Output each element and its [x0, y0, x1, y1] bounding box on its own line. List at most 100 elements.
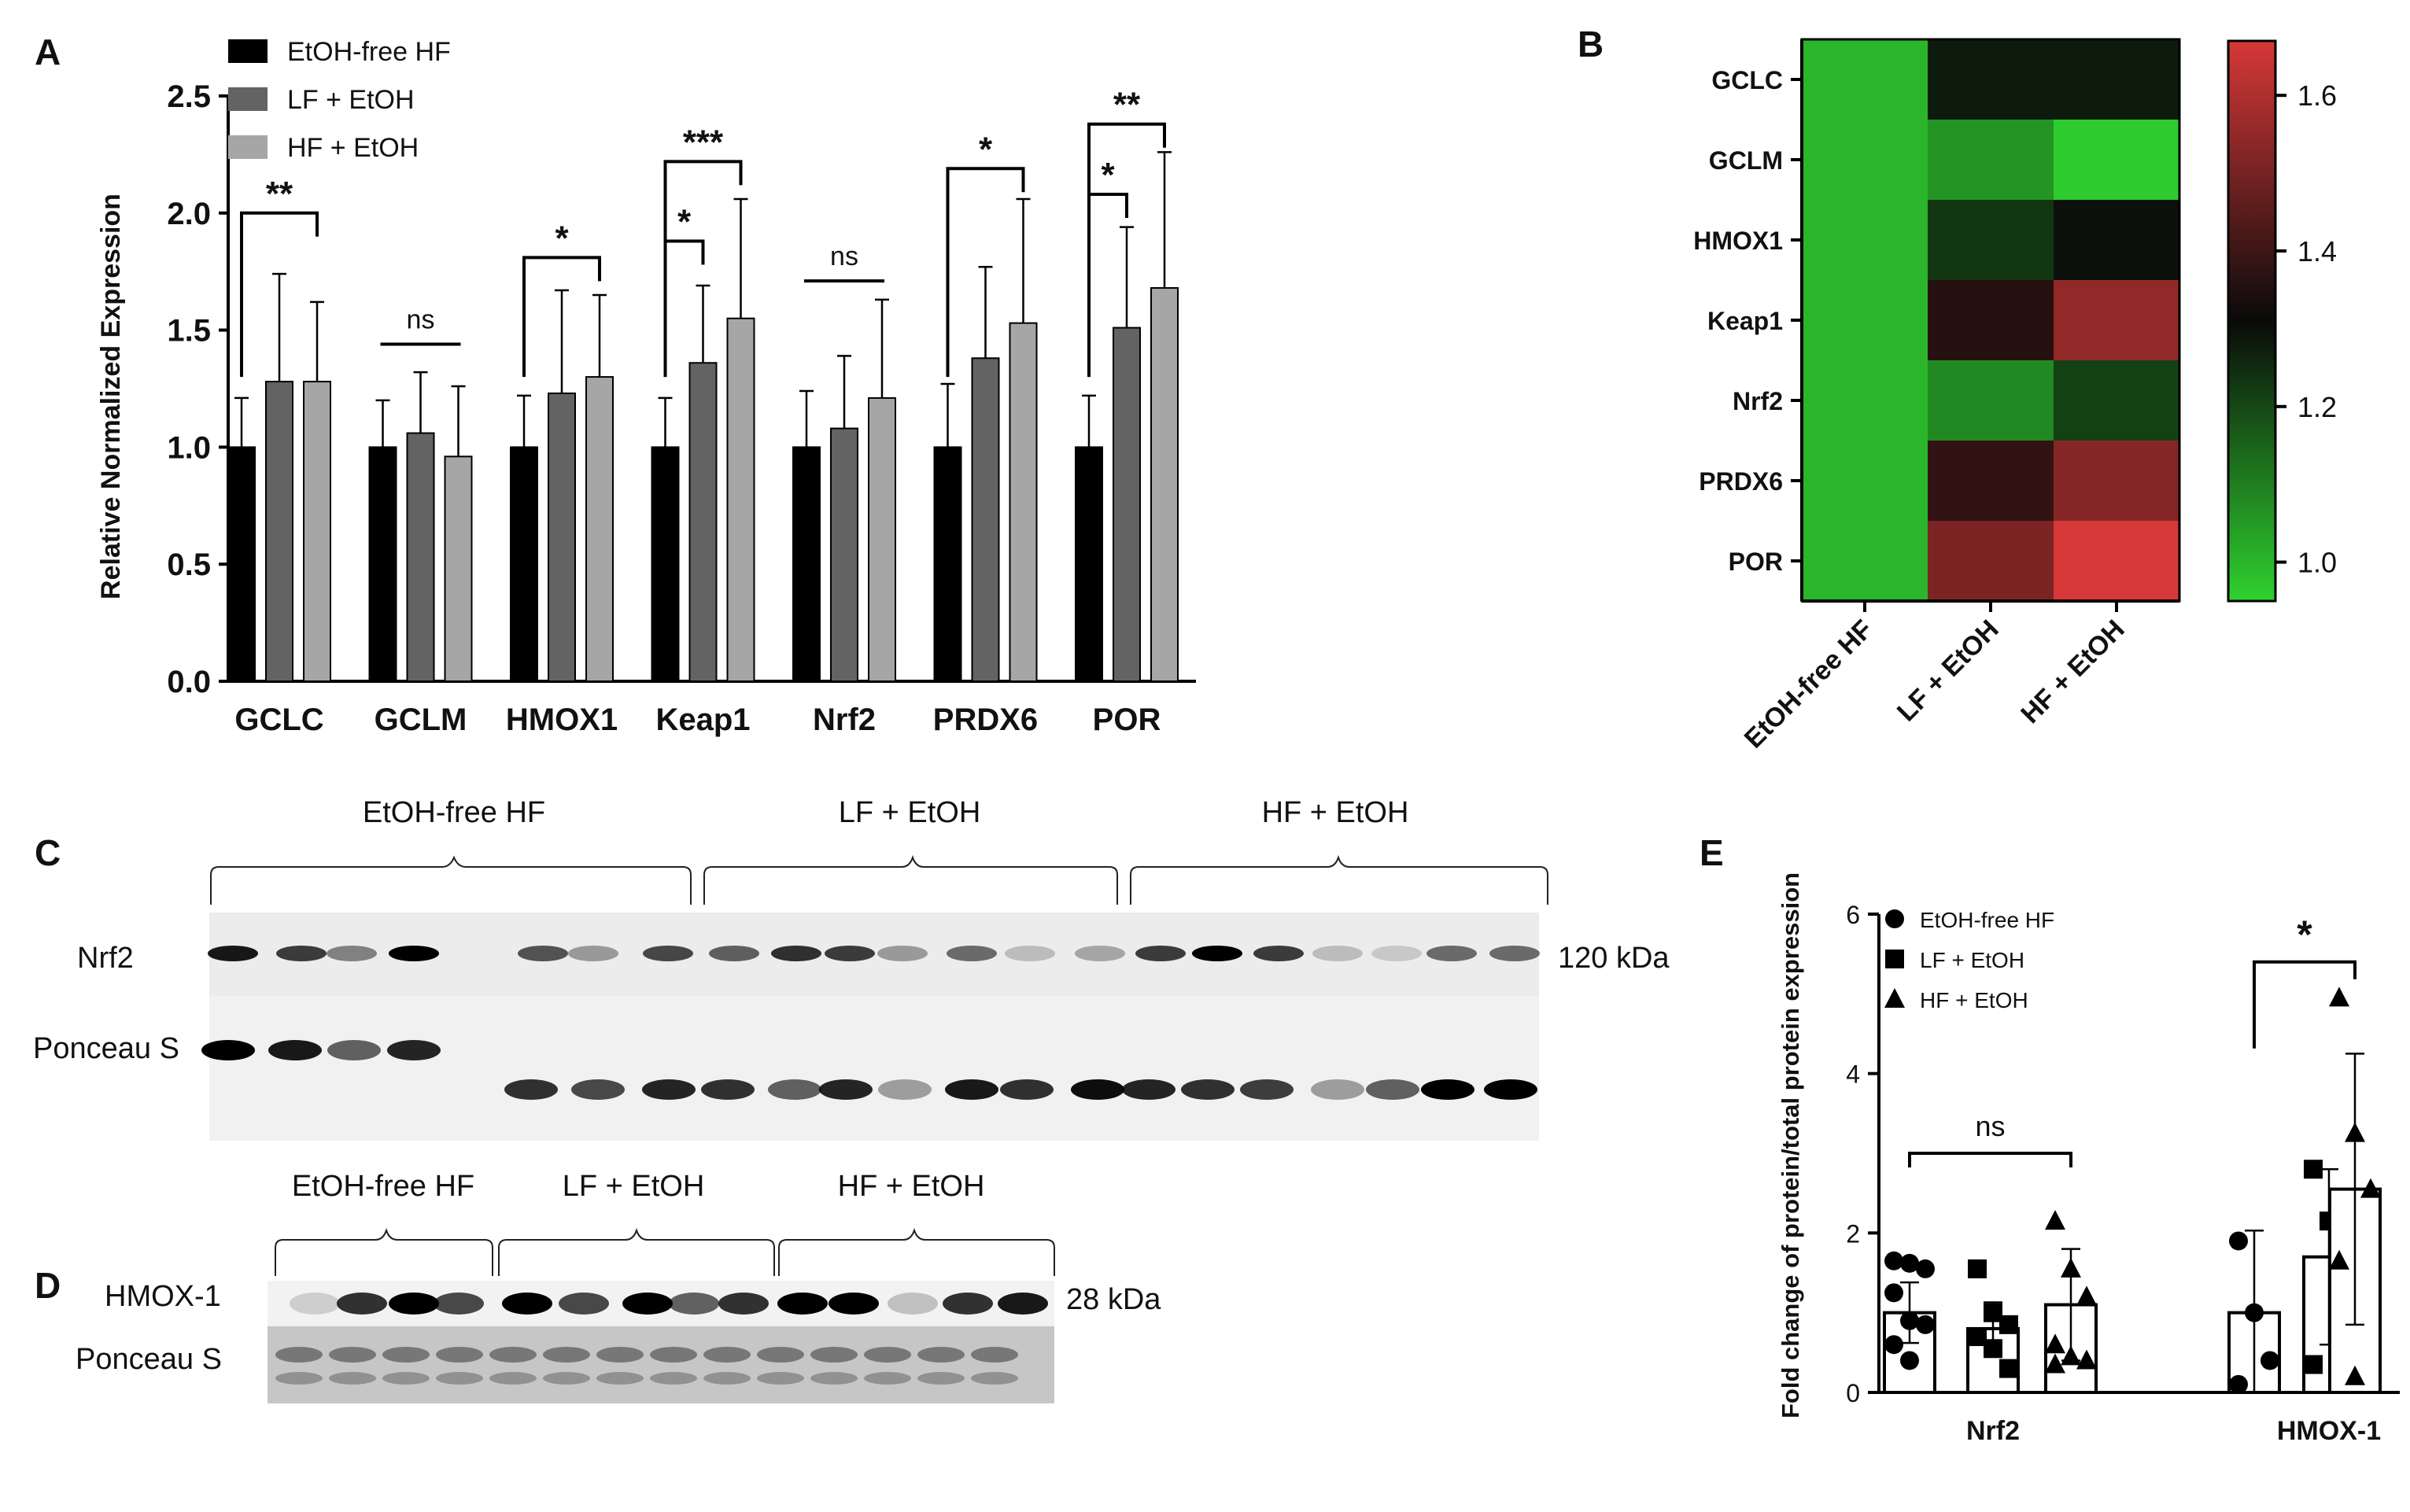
- bar: [651, 446, 680, 683]
- blot-d-row-label: Ponceau S: [76, 1343, 222, 1376]
- bar: [933, 446, 962, 683]
- blot-band: [208, 946, 258, 961]
- bar: [1113, 326, 1141, 682]
- bar: [444, 455, 473, 683]
- panel-b-heatmap: GCLC GCLM HMOX1 Keap1 Nrf2 PRDX6 POR EtOH-free …: [1693, 38, 2337, 754]
- ponceau-band: [810, 1347, 858, 1363]
- heatmap-cell: [1802, 120, 1928, 200]
- blot-c-group-label: EtOH-free HF: [363, 796, 545, 829]
- blot-band: [825, 946, 875, 961]
- bar: [1150, 287, 1179, 682]
- legend-label: LF + EtOH: [287, 85, 415, 115]
- significance-bracket: [240, 211, 319, 378]
- ponceau-band: [757, 1347, 804, 1363]
- data-point: [2345, 1122, 2365, 1142]
- heatmap-row-label: POR: [1729, 548, 1783, 576]
- data-point: [1884, 1251, 1903, 1270]
- data-point: [2045, 1353, 2065, 1374]
- blot-c-bands: [201, 946, 1540, 1100]
- bar: [868, 396, 896, 682]
- heatmap-cell: [2054, 521, 2179, 601]
- ponceau-band: [489, 1372, 537, 1385]
- heatmap-cell: [1928, 521, 2054, 601]
- ponceau-band: [819, 1079, 873, 1100]
- significance-label: ns: [1975, 1110, 2005, 1142]
- heatmap-cell: [1928, 280, 2054, 360]
- y-axis-label: Fold change of protein/total protein exp…: [1777, 872, 1804, 1418]
- significance-label: *: [1101, 156, 1115, 194]
- blot-band: [877, 946, 928, 961]
- blot-d-group-label: EtOH-free HF: [292, 1170, 474, 1203]
- blot-c-row-label: Ponceau S: [33, 1032, 179, 1065]
- blot-band: [622, 1293, 673, 1315]
- blot-band: [434, 1293, 484, 1315]
- ponceau-band: [810, 1372, 858, 1385]
- x-tick-label: GCLC: [234, 703, 323, 737]
- heatmap-row-label: Keap1: [1707, 307, 1783, 335]
- bar: [368, 446, 397, 683]
- blot-d-marker-label: 28 kDa: [1066, 1283, 1161, 1316]
- data-point: [2360, 1178, 2381, 1198]
- blot-band: [829, 1293, 879, 1315]
- y-tick-label: 2: [1846, 1219, 1860, 1248]
- data-point: [1884, 988, 1905, 1008]
- blot-d-group-label: HF + EtOH: [838, 1170, 985, 1203]
- data-point: [2261, 1351, 2279, 1370]
- blot-band: [518, 946, 568, 961]
- blot-c-bracket: [1130, 854, 1548, 905]
- ponceau-band: [703, 1372, 751, 1385]
- ponceau-band: [650, 1347, 697, 1363]
- y-tick-label: 0.0: [167, 665, 211, 699]
- blot-band: [947, 946, 997, 961]
- legend-swatch: [228, 135, 268, 159]
- significance-label: *: [677, 203, 692, 242]
- y-tick-label: 0: [1846, 1379, 1860, 1407]
- ponceau-band: [387, 1040, 441, 1060]
- heatmap-row-label: GCLM: [1709, 146, 1783, 175]
- bar: [1075, 446, 1103, 683]
- ponceau-band: [382, 1347, 430, 1363]
- bar: [688, 362, 718, 682]
- blot-band: [669, 1293, 719, 1315]
- ponceau-band: [650, 1372, 697, 1385]
- blot-band: [888, 1293, 938, 1315]
- blot-band: [1489, 946, 1540, 961]
- blot-band: [276, 946, 327, 961]
- bar: [830, 427, 858, 682]
- significance-label: *: [555, 219, 569, 257]
- heatmap-cell: [1802, 441, 1928, 521]
- data-point: [1885, 909, 1904, 928]
- blot-c-marker-label: 120 kDa: [1558, 942, 1670, 975]
- ponceau-band: [703, 1347, 751, 1363]
- blot-band: [1135, 946, 1186, 961]
- heatmap-cell: [2054, 360, 2179, 441]
- heatmap-row-label: Nrf2: [1733, 387, 1783, 415]
- data-point: [1999, 1359, 2018, 1378]
- bar: [971, 357, 1000, 682]
- heatmap-cell: [1802, 200, 1928, 280]
- data-point: [2045, 1333, 2065, 1354]
- significance-bracket: [1908, 1152, 2072, 1167]
- blot-c-group-label: LF + EtOH: [839, 796, 981, 829]
- y-tick-label: 1.0: [167, 430, 211, 465]
- x-tick-label: Nrf2: [1966, 1416, 2020, 1446]
- ponceau-band: [768, 1079, 821, 1100]
- legend-label: EtOH-free HF: [287, 37, 451, 67]
- blot-band: [1253, 946, 1304, 961]
- ponceau-band: [757, 1372, 804, 1385]
- data-point: [1984, 1339, 2002, 1359]
- ponceau-band: [571, 1079, 625, 1100]
- ponceau-band: [1181, 1079, 1235, 1100]
- legend-label: LF + EtOH: [1920, 948, 2024, 972]
- blot-band: [1005, 946, 1055, 961]
- significance-label: **: [266, 175, 293, 213]
- y-tick-label: 4: [1846, 1060, 1860, 1089]
- blot-band: [568, 946, 618, 961]
- data-point: [1968, 1259, 1987, 1278]
- heatmap-row-label: GCLC: [1711, 66, 1783, 94]
- blot-band: [718, 1293, 769, 1315]
- ponceau-band: [504, 1079, 558, 1100]
- x-tick-label: GCLM: [375, 703, 467, 737]
- data-point: [1916, 1315, 1935, 1334]
- panel-letter-d: D: [35, 1265, 61, 1306]
